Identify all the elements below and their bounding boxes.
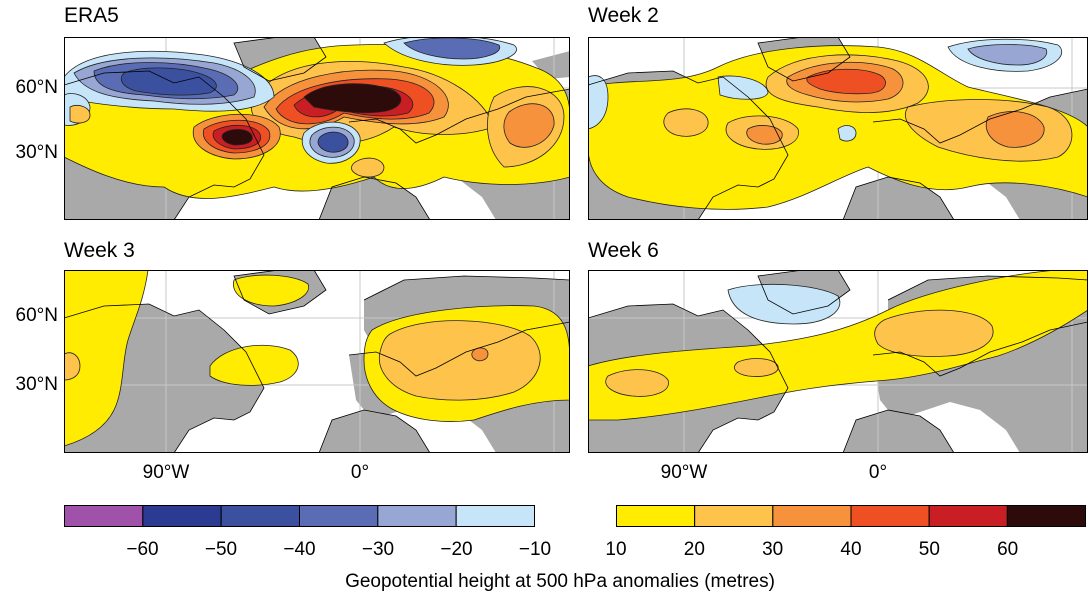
anomaly-contours	[588, 38, 1088, 210]
colorbar-positive-swatch	[850, 505, 930, 527]
panel-title-week3: Week 3	[64, 239, 135, 262]
map-frame	[64, 37, 570, 220]
colorbar-negative-swatch	[455, 505, 535, 527]
colorbar-tick-label: 10	[605, 539, 627, 560]
colorbar-negative	[64, 505, 535, 527]
map-frame	[64, 270, 570, 453]
lat-label-60n-top: 60°N	[15, 77, 58, 98]
panel-title-era5: ERA5	[64, 4, 119, 27]
coastlines	[64, 37, 570, 220]
coastlines	[588, 37, 1088, 220]
panel-title-week2: Week 2	[588, 4, 659, 27]
coastlines	[588, 270, 1088, 453]
colorbar-negative-swatch	[377, 505, 457, 527]
colorbar-positive-swatch	[1006, 505, 1086, 527]
colorbar-label: Geopotential height at 500 hPa anomalies…	[345, 571, 775, 592]
anomaly-contours	[64, 37, 570, 199]
map-week6	[588, 270, 1088, 453]
colorbar-tick-label: 20	[683, 539, 705, 560]
colorbar-negative-swatch	[64, 505, 144, 527]
colorbar-tick-label: −30	[361, 539, 395, 560]
colorbar-tick-label: −60	[126, 539, 159, 560]
colorbar-negative-swatch	[142, 505, 222, 527]
colorbar-tick-label: 40	[840, 539, 862, 560]
colorbar-positive-swatch	[772, 505, 852, 527]
panel-title-week6: Week 6	[588, 239, 659, 262]
lat-label-30n-bottom: 30°N	[15, 374, 58, 395]
coastlines	[64, 270, 570, 453]
colorbar-negative-swatch	[220, 505, 301, 527]
colorbar-positive-swatch	[694, 505, 774, 527]
colorbar-positive	[616, 505, 1086, 527]
colorbar-positive-swatch	[616, 505, 696, 527]
colorbar-negative-swatch	[299, 505, 379, 527]
colorbar-tick-label: −40	[283, 539, 316, 560]
colorbar-tick-label: 50	[918, 539, 940, 560]
colorbar-tick-label: 60	[997, 539, 1019, 560]
anomaly-contours	[64, 270, 570, 447]
lon-label-0-right: 0°	[868, 462, 888, 483]
map-frame	[588, 270, 1088, 453]
colorbar-tick-label: −50	[204, 539, 238, 560]
anomaly-contours	[588, 270, 1088, 421]
lon-label-90w-left: 90°W	[142, 462, 190, 483]
colorbar-tick-label: −20	[440, 539, 473, 560]
colorbar-positive-swatch	[928, 505, 1008, 527]
colorbar-tick-label: 30	[762, 539, 784, 560]
map-week3	[64, 270, 570, 453]
lat-label-60n-bottom: 60°N	[15, 305, 58, 326]
map-era5	[64, 37, 570, 220]
colorbar-tick-label: −10	[518, 539, 552, 560]
map-frame	[588, 37, 1088, 220]
lat-label-30n-top: 30°N	[15, 142, 58, 163]
lon-label-0-left: 0°	[350, 462, 370, 483]
lon-label-90w-right: 90°W	[660, 462, 708, 483]
map-week2	[588, 37, 1088, 220]
